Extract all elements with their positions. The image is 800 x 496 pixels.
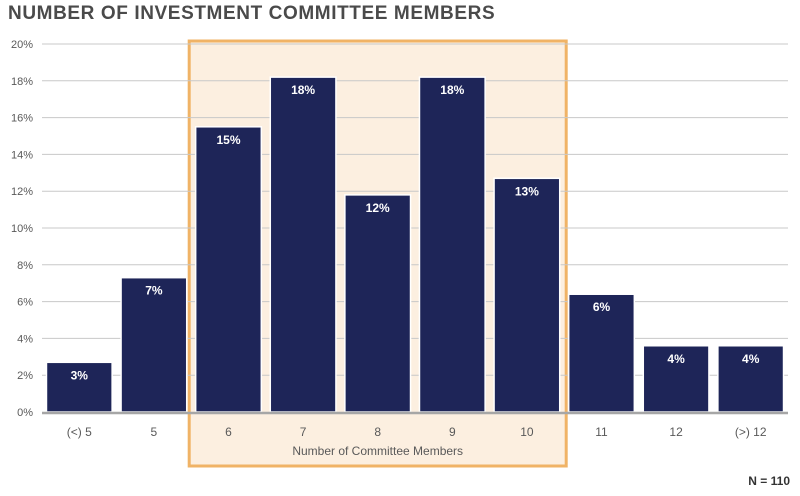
y-tick-label: 12% [11, 186, 33, 198]
bar [194, 126, 263, 413]
x-tick-label: 5 [151, 425, 158, 439]
y-tick-label: 16% [11, 113, 33, 125]
x-tick-label: 6 [225, 425, 232, 439]
x-tick-label: 12 [669, 425, 683, 439]
bar [567, 293, 636, 413]
data-label: 15% [216, 133, 240, 147]
y-tick-label: 20% [11, 39, 33, 51]
x-tick-label: (<) 5 [67, 425, 92, 439]
y-tick-label: 4% [17, 333, 33, 345]
data-label: 18% [440, 83, 464, 97]
data-label: 7% [145, 284, 163, 298]
y-tick-label: 2% [17, 370, 33, 382]
y-axis-ticks: 0% 2% 4% 6% 8% 10% 12% 14% 16% 18% 20% [11, 39, 33, 419]
y-tick-label: 0% [17, 407, 33, 419]
data-label: 4% [742, 352, 760, 366]
y-tick-label: 6% [17, 297, 33, 309]
y-tick-label: 10% [11, 223, 33, 235]
y-tick-label: 18% [11, 76, 33, 88]
x-tick-label: 7 [300, 425, 307, 439]
x-axis-label: Number of Committee Members [292, 444, 463, 458]
sample-size-label: N = 110 [748, 474, 790, 488]
gridlines [42, 43, 788, 376]
y-tick-label: 14% [11, 149, 33, 161]
x-tick-label: 9 [449, 425, 456, 439]
bar [269, 76, 337, 413]
x-tick-label: 8 [374, 425, 381, 439]
x-tick-label: (>) 12 [735, 425, 767, 439]
bar [717, 345, 785, 413]
bar [418, 76, 486, 413]
chart-title: NUMBER OF INVESTMENT COMMITTEE MEMBERS [8, 3, 496, 24]
bar [120, 276, 188, 413]
data-label: 6% [593, 300, 611, 314]
bars: 3% 7% 15% 18% 12% 18% 13% 6% 4% 4% [45, 76, 785, 413]
y-tick-label: 8% [17, 260, 33, 272]
bar [493, 177, 561, 413]
data-label: 4% [667, 352, 685, 366]
bar [344, 194, 412, 413]
x-tick-label: 11 [595, 425, 608, 439]
data-label: 18% [291, 83, 315, 97]
x-axis-ticks: (<) 5 5 6 7 8 9 10 11 12 (>) 12 [67, 425, 767, 439]
x-tick-label: 10 [520, 425, 534, 439]
data-label: 12% [366, 201, 390, 215]
data-label: 13% [515, 184, 539, 198]
data-label: 3% [71, 368, 89, 382]
